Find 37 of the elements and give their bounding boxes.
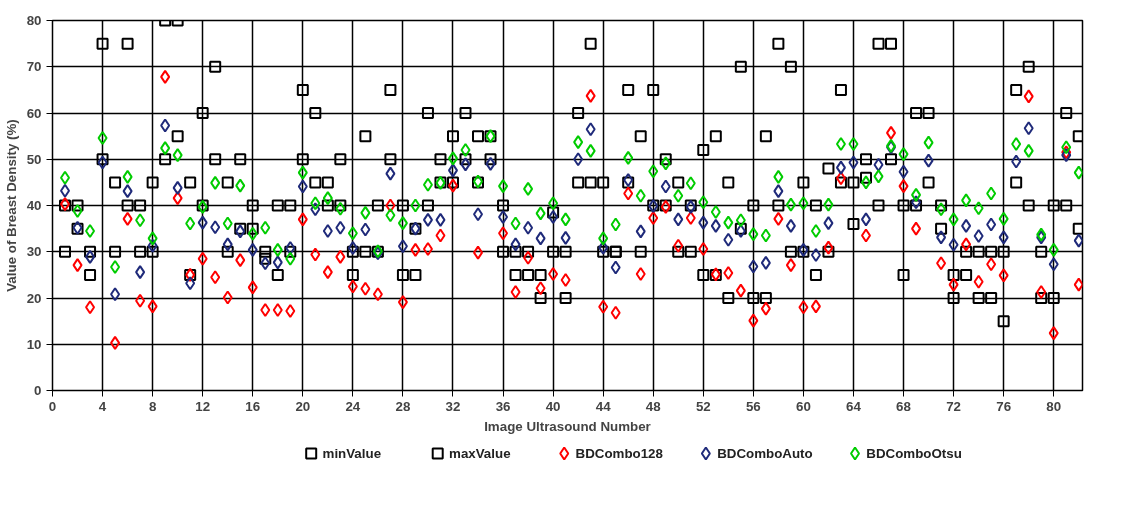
legend-label: BDComboOtsu [866,446,962,461]
y-tick-label: 0 [34,383,42,398]
legend-label: BDCombo128 [575,446,663,461]
x-tick-label: 72 [946,398,962,414]
x-tick-label: 64 [846,398,862,414]
x-tick-label: 32 [445,398,461,414]
x-tick-label: 0 [48,398,57,414]
y-axis-title: Value of Breast Density (%) [3,119,19,292]
x-tick-label: 48 [645,398,661,414]
x-tick-label: 56 [745,398,761,414]
legend-label: minValue [322,446,382,461]
x-tick-label: 28 [395,398,411,414]
x-tick-label: 80 [1046,398,1062,414]
x-tick-label: 20 [295,398,311,414]
x-tick-label: 52 [695,398,711,414]
x-tick-label: 44 [595,398,612,414]
x-tick-label: 8 [148,398,157,414]
x-tick-label: 40 [545,398,561,414]
x-tick-label: 36 [495,398,511,414]
legend-label: maxValue [449,446,511,461]
x-tick-label: 16 [245,398,261,414]
y-tick-label: 30 [26,244,42,260]
x-tick-label: 4 [98,398,107,414]
x-axis-title: Image Ultrasound Number [484,418,651,434]
y-tick-label: 50 [26,151,42,167]
y-tick-label: 10 [26,336,42,352]
legend-label: BDComboAuto [717,446,813,461]
x-tick-label: 76 [996,398,1012,414]
y-tick-label: 70 [26,59,42,75]
y-tick-label: 20 [26,290,42,306]
x-tick-label: 24 [345,398,361,414]
x-tick-label: 60 [796,398,811,414]
y-tick-label: 60 [26,105,42,121]
x-tick-label: 68 [896,398,911,414]
y-tick-label: 80 [26,13,42,28]
x-tick-label: 12 [195,398,211,414]
y-tick-label: 40 [26,198,42,213]
